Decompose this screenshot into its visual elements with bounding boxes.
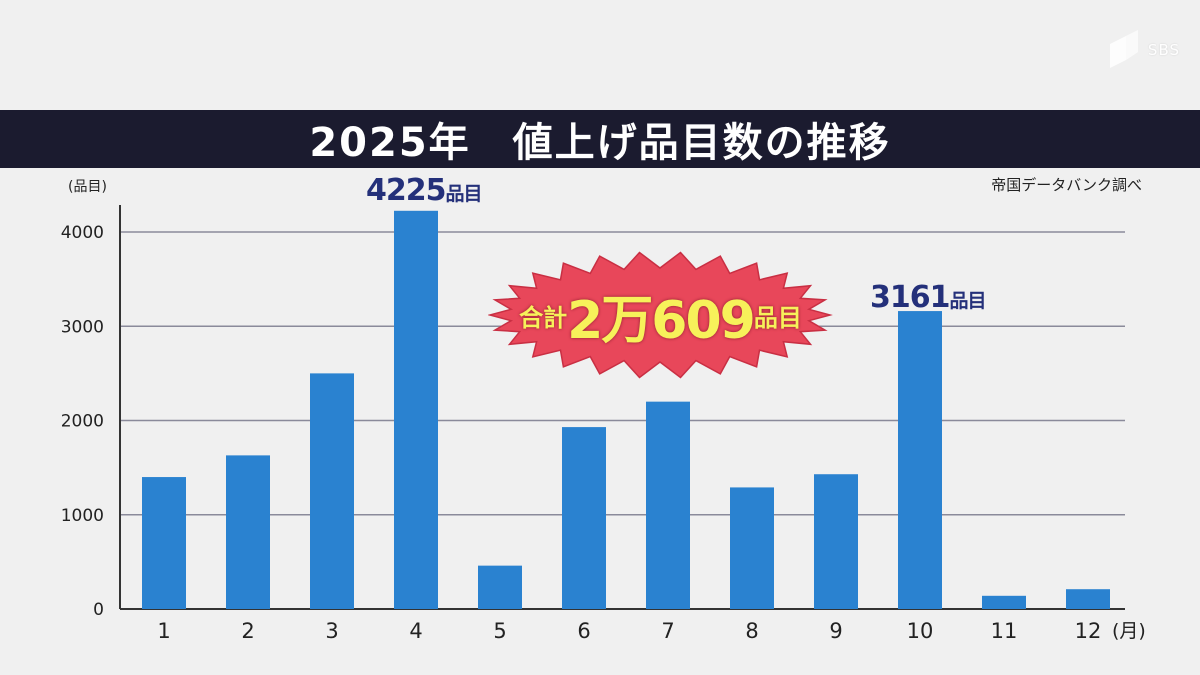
y-tick-label: 0 <box>93 600 104 620</box>
april-callout-unit: 品目 <box>445 183 483 205</box>
x-tick-label: 7 <box>661 619 674 643</box>
bar-month-3 <box>310 373 354 609</box>
y-tick-label: 3000 <box>61 317 104 337</box>
x-tick-label: 1 <box>157 619 170 643</box>
y-axis-unit: (品目) <box>68 179 107 195</box>
sbs-logo-icon <box>1109 30 1138 68</box>
bar-month-7 <box>646 401 690 609</box>
x-tick-label: 8 <box>745 619 758 643</box>
bar-month-10 <box>898 311 942 609</box>
y-tick-label: 4000 <box>61 223 104 243</box>
bar-month-4 <box>394 210 438 609</box>
total-prefix: 合計 <box>519 303 568 332</box>
x-tick-label: 3 <box>325 619 338 643</box>
october-callout-value: 3161 <box>870 280 950 315</box>
chart-title: 2025年 値上げ品目数の推移 <box>309 120 891 166</box>
bar-month-6 <box>562 427 606 609</box>
total-suffix: 品目 <box>753 303 802 332</box>
y-tick-label: 2000 <box>61 412 104 432</box>
sbs-logo-text: SBS <box>1147 41 1180 59</box>
total-value: 2万609 <box>567 290 756 351</box>
october-callout-unit: 品目 <box>949 290 987 312</box>
october-callout: 3161品目 <box>870 280 987 315</box>
april-callout: 4225品目 <box>366 173 483 208</box>
bar-month-8 <box>730 487 774 609</box>
april-callout-value: 4225 <box>366 173 446 208</box>
x-tick-label: 12 <box>1075 619 1102 643</box>
title-band: 2025年 値上げ品目数の推移 <box>0 110 1200 168</box>
x-tick-label: 5 <box>493 619 506 643</box>
sbs-logo: SBS <box>1106 30 1180 70</box>
burst-polygon <box>487 251 833 379</box>
x-tick-label: 2 <box>241 619 254 643</box>
bar-month-9 <box>814 474 858 609</box>
y-tick-label: 1000 <box>61 506 104 526</box>
bar-month-12 <box>1066 589 1110 609</box>
bar-month-2 <box>226 455 270 609</box>
bar-month-5 <box>478 565 522 609</box>
x-tick-label: 9 <box>829 619 842 643</box>
total-text: 合計 2万609 品目 <box>488 250 833 380</box>
x-tick-label: 4 <box>409 619 422 643</box>
bar-month-1 <box>142 477 186 609</box>
source-label: 帝国データバンク調べ <box>991 176 1142 194</box>
x-tick-label: 10 <box>907 619 934 643</box>
total-burst: 合計 2万609 品目 <box>487 250 833 380</box>
x-axis-unit: (月) <box>1112 620 1146 642</box>
x-tick-label: 11 <box>991 619 1018 643</box>
x-tick-label: 6 <box>577 619 590 643</box>
burst-shape <box>487 251 833 379</box>
bar-month-11 <box>982 595 1026 609</box>
